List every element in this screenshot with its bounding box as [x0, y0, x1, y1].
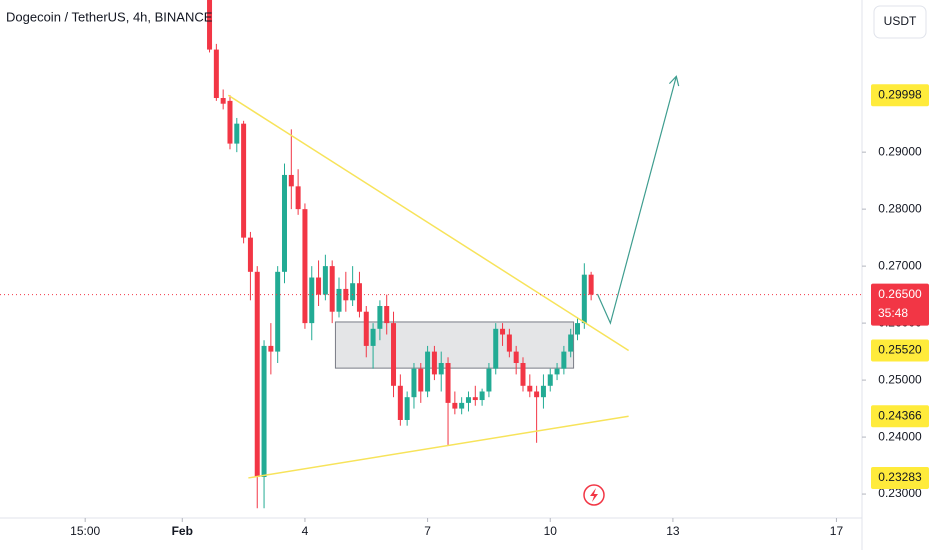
candle-body [329, 266, 335, 312]
price-label-box [871, 84, 929, 107]
price-labels: 0.29998 0.25520 0.23283 0.24366 0.26500 35:48 [871, 84, 929, 489]
candle-body [343, 288, 349, 301]
candle-body [227, 100, 233, 144]
candle-body [452, 402, 458, 409]
price-label: 0.25520 [878, 343, 922, 357]
candle-body [506, 334, 512, 352]
candle-body [261, 345, 267, 477]
candle-body [281, 174, 287, 272]
candle-body [418, 368, 424, 392]
candle-body [465, 397, 471, 403]
candle-body [302, 209, 308, 324]
candle-body [493, 328, 499, 369]
x-tick-label: 10 [544, 524, 558, 538]
candle-body [397, 385, 403, 420]
candle-body [316, 277, 322, 295]
y-tick-label: 0.27000 [878, 258, 922, 272]
candle-body [404, 397, 410, 420]
price-label-box [871, 466, 929, 489]
candle-body [384, 306, 390, 324]
candle-body [288, 174, 294, 187]
candle-body [479, 391, 485, 401]
candle-body [581, 274, 587, 324]
candle-body [370, 328, 376, 346]
candle-body [520, 362, 526, 386]
currency-label: USDT [884, 14, 917, 28]
y-tick-label: 0.23000 [878, 486, 922, 500]
candle-body [213, 49, 219, 99]
price-label: 0.24366 [878, 408, 922, 422]
candle-body [356, 283, 362, 312]
candle-body [431, 351, 437, 375]
candle-body [561, 351, 567, 369]
candle-body [411, 368, 417, 398]
y-tick-label: 0.25000 [878, 372, 922, 386]
axes: 0.230000.240000.250000.260000.270000.280… [70, 144, 922, 538]
trendline [248, 415, 629, 479]
last-price-label: 0.26500 [878, 287, 922, 301]
x-tick-label: 13 [666, 524, 680, 538]
y-tick-label: 0.29000 [878, 144, 922, 158]
candle-body [295, 186, 301, 210]
candle-body [234, 123, 240, 144]
x-tick-label: 15:00 [70, 524, 100, 538]
candle-body [527, 385, 533, 392]
candle-body [547, 374, 553, 386]
candle-body [254, 271, 260, 477]
candle-body [472, 397, 478, 401]
x-tick-label: 17 [830, 524, 844, 538]
candle-body [486, 368, 492, 392]
x-tick-label: 4 [302, 524, 309, 538]
countdown-label: 35:48 [878, 306, 908, 320]
price-label-box [871, 405, 929, 428]
trendline [227, 94, 630, 352]
candle-body [575, 323, 581, 335]
candle-body [500, 328, 506, 335]
candle-body [275, 271, 281, 352]
candle-body [540, 385, 546, 398]
price-label-box [871, 339, 929, 362]
candle-body [350, 283, 356, 301]
last-price-box [871, 283, 929, 326]
x-tick-label: 7 [424, 524, 431, 538]
candle-body [268, 345, 274, 352]
candle-body [322, 266, 328, 295]
candle-body [513, 351, 519, 363]
candle-body [554, 368, 560, 375]
chart-title: Dogecoin / TetherUS, 4h, BINANCE [6, 9, 213, 24]
candle-body [377, 306, 383, 329]
plot-area [0, 0, 862, 509]
candle-body [247, 237, 253, 272]
candle-body [336, 288, 342, 312]
candle-body [568, 334, 574, 352]
alert-icon[interactable] [583, 484, 605, 506]
candle-body [241, 123, 247, 238]
y-tick-label: 0.28000 [878, 201, 922, 215]
price-label: 0.29998 [878, 87, 922, 101]
x-tick-label: Feb [172, 524, 193, 538]
projection-arrow [596, 76, 677, 325]
candle-body [438, 362, 444, 375]
price-label: 0.23283 [878, 470, 922, 484]
candle-body [445, 362, 451, 403]
candle-body [207, 0, 213, 50]
candle-body [220, 98, 226, 104]
candle-body [425, 351, 431, 392]
candle-body [534, 391, 540, 398]
candle-body [588, 274, 594, 295]
candle-body [459, 402, 465, 409]
candle-body [391, 323, 397, 386]
currency-button[interactable] [873, 5, 927, 39]
arrow-head [668, 75, 680, 87]
candle-body [309, 277, 315, 324]
y-tick-label: 0.24000 [878, 429, 922, 443]
candle-body [363, 311, 369, 346]
